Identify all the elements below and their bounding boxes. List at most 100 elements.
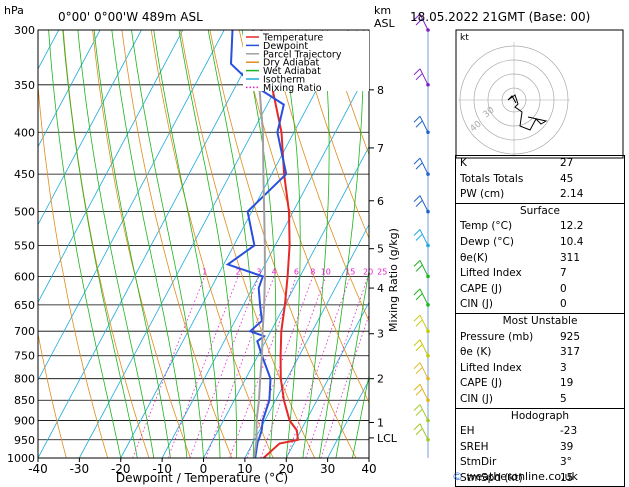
mu-pressure-label: Pressure (mb)	[460, 330, 533, 346]
mu-cape-label: CAPE (J)	[460, 376, 502, 392]
k-value: 27	[560, 156, 620, 172]
km-tick-label: 1	[377, 417, 384, 430]
pw-label: PW (cm)	[460, 187, 504, 203]
mu-cin-value: 5	[560, 392, 620, 408]
isotherm	[245, 30, 473, 458]
surface-temp-value: 12.2	[560, 219, 620, 235]
surface-li-label: Lifted Index	[460, 266, 522, 282]
totals-value: 45	[560, 172, 620, 188]
mixing-ratio-line	[261, 276, 326, 458]
wind-barb-icon	[414, 315, 430, 333]
dry-adiabat	[239, 30, 397, 458]
pressure-tick-label: 800	[14, 373, 35, 386]
pressure-tick-label: 750	[14, 350, 35, 363]
mixing-ratio-axis-title: Mixing Ratio (g/kg)	[387, 228, 400, 332]
wet-adiabat	[154, 30, 220, 458]
pressure-tick-label: 450	[14, 168, 35, 181]
sreh-value: 39	[560, 440, 620, 456]
wind-barb-icon	[414, 69, 430, 87]
dry-adiabat	[34, 30, 108, 458]
mixing-ratio-line	[306, 276, 368, 458]
mu-theta-label: θe (K)	[460, 345, 491, 361]
dry-adiabat	[122, 30, 232, 458]
surface-title: Surface	[456, 204, 624, 220]
pressure-tick-label: 700	[14, 325, 35, 338]
isotherm	[162, 30, 390, 458]
plot-frame	[38, 30, 369, 458]
mixing-ratio-line	[321, 276, 382, 458]
surface-cape-value: 0	[560, 282, 620, 298]
dewpoint-line	[228, 30, 286, 458]
surface-temp-label: Temp (°C)	[460, 219, 512, 235]
surface-dewp-value: 10.4	[560, 235, 620, 251]
legend-label: Mixing Ratio	[263, 83, 322, 94]
wind-barb-icon	[414, 424, 430, 442]
mu-theta-value: 317	[560, 345, 620, 361]
eh-value: -23	[560, 424, 620, 440]
mu-cin-label: CIN (J)	[460, 392, 493, 408]
wind-barb-icon	[414, 405, 430, 423]
surface-li-value: 7	[560, 266, 620, 282]
km-tick-label: 3	[377, 328, 384, 341]
mixing-ratio-label: 8	[310, 267, 315, 276]
mixing-ratio-label: 4	[272, 267, 277, 276]
temp-tick-label: -30	[70, 462, 90, 476]
pressure-tick-label: 900	[14, 415, 35, 428]
wind-barb-icon	[414, 116, 430, 134]
temp-tick-label: 40	[361, 462, 376, 476]
stmdir-label: StmDir	[460, 455, 496, 471]
surface-theta-value: 311	[560, 251, 620, 267]
mixing-ratio-line	[190, 276, 259, 458]
pw-value: 2.14	[560, 187, 620, 203]
mu-cape-value: 19	[560, 376, 620, 392]
dry-adiabat	[63, 30, 149, 458]
hpa-label: hPa	[4, 4, 24, 17]
pressure-tick-label: 350	[14, 79, 35, 92]
km-tick-label: 4	[377, 282, 384, 295]
mixing-ratio-label: 20	[363, 267, 373, 276]
copyright-icon: ©	[452, 470, 463, 483]
mixing-ratio-label: 25	[377, 267, 387, 276]
wet-adiabat	[112, 30, 187, 458]
surface-dewp-label: Dewp (°C)	[460, 235, 514, 251]
mu-pressure-value: 925	[560, 330, 620, 346]
temp-tick-label: -40	[28, 462, 48, 476]
pressure-tick-label: 950	[14, 434, 35, 447]
km-tick-label: 5	[377, 243, 384, 256]
stmdir-value: 3°	[560, 455, 620, 471]
mixing-ratio-label: 10	[321, 267, 331, 276]
temp-tick-label: 30	[320, 462, 335, 476]
mu-li-label: Lifted Index	[460, 361, 522, 377]
footer[interactable]: © weatheronline.co.uk	[452, 470, 578, 483]
km-tick-label: 6	[377, 195, 384, 208]
most-unstable-title: Most Unstable	[456, 314, 624, 330]
isotherm	[38, 30, 266, 458]
km-tick-label: 7	[377, 142, 384, 155]
dry-adiabat	[181, 30, 315, 458]
pressure-tick-label: 650	[14, 299, 35, 312]
wet-adiabat	[94, 30, 170, 458]
mu-li-value: 3	[560, 361, 620, 377]
wind-barb-icon	[414, 363, 430, 381]
wind-barb-icon	[414, 289, 430, 307]
pressure-tick-label: 500	[14, 206, 35, 219]
km-tick-label: 8	[377, 84, 384, 97]
mixing-ratio-label: 1	[202, 267, 207, 276]
datetime-title: 18.05.2022 21GMT (Base: 00)	[410, 10, 590, 24]
pressure-tick-label: 600	[14, 270, 35, 283]
km-label: km	[374, 4, 391, 17]
wind-barb-icon	[414, 384, 430, 402]
pressure-tick-label: 400	[14, 126, 35, 139]
surface-cin-label: CIN (J)	[460, 297, 493, 313]
hodograph: kt 40 30	[456, 30, 623, 158]
wind-barb-icon	[414, 229, 430, 247]
site-link[interactable]: weatheronline.co.uk	[467, 470, 578, 483]
wet-adiabat	[78, 30, 154, 458]
k-label: K	[460, 156, 467, 172]
location-title: 0°00' 0°00'W 489m ASL	[58, 10, 203, 24]
sreh-label: SREH	[460, 440, 489, 456]
mixing-ratio-label: 15	[345, 267, 355, 276]
isotherm	[121, 30, 349, 458]
hodograph-title: Hodograph	[456, 409, 624, 425]
